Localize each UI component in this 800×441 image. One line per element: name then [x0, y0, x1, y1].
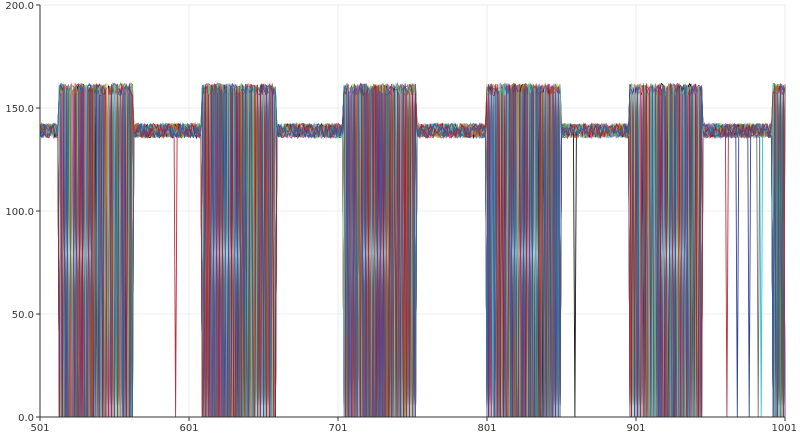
- y-tick-label: 200.0: [5, 1, 34, 12]
- series-line: [39, 83, 786, 418]
- x-tick-label: 501: [30, 423, 49, 434]
- series-group: [39, 81, 786, 418]
- x-tick-label: 801: [477, 423, 496, 434]
- x-tick-label: 701: [328, 423, 347, 434]
- y-tick-label: 50.0: [12, 310, 34, 321]
- y-tick-label: 100.0: [5, 207, 34, 218]
- x-tick-label: 1001: [772, 423, 797, 434]
- axes: 0.0 50.0 100.0 150.0 200.0 501 601 701 801 901 100…: [5, 1, 797, 434]
- y-tick-label: 150.0: [5, 104, 34, 115]
- y-tick-label: 0.0: [18, 413, 34, 424]
- x-tick-label: 901: [626, 423, 645, 434]
- x-tick-label: 601: [179, 423, 198, 434]
